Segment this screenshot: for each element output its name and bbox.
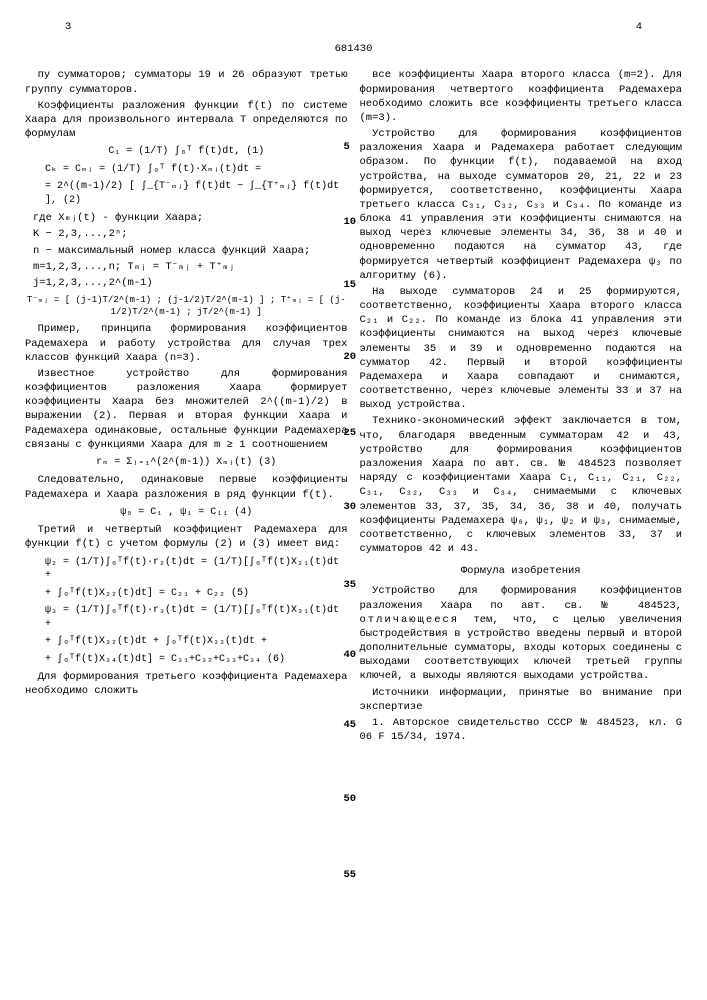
- paragraph: пу сумматоров; сумматоры 19 и 26 образую…: [25, 68, 348, 96]
- page-num-left: 3: [65, 20, 71, 34]
- formula-6c: + ∫₀ᵀf(t)X₃₄(t)dt] = C₃₁+C₃₂+C₃₃+C₃₄ (6): [25, 653, 348, 667]
- line-number: 55: [344, 868, 357, 882]
- where-clause: j=1,2,3,...,2^(m-1): [25, 276, 348, 290]
- line-number: 15: [344, 278, 357, 292]
- emphasized-text: отличающееся: [360, 614, 460, 626]
- formula-6b: + ∫₀ᵀf(t)X₃₂(t)dt + ∫₀ᵀf(t)X₃₃(t)dt +: [25, 635, 348, 649]
- claim-paragraph: Устройство для формирования коэффициенто…: [360, 584, 683, 683]
- paragraph: Известное устройство для формирования ко…: [25, 367, 348, 452]
- line-number: 20: [344, 350, 357, 364]
- paragraph: все коэффициенты Хаара второго класса (m…: [360, 68, 683, 125]
- where-clause: где Xₘⱼ(t) - функции Хаара;: [25, 211, 348, 225]
- claim-title: Формула изобретения: [360, 564, 683, 578]
- paragraph: На выходе сумматоров 24 и 25 формируются…: [360, 285, 683, 413]
- formula-2b: = 2^((m-1)/2) [ ∫_{T⁻ₘⱼ} f(t)dt − ∫_{T⁺ₘ…: [25, 180, 348, 207]
- formula-5a: ψ₂ = (1/T)∫₀ᵀf(t)·r₂(t)dt = (1/T)[∫₀ᵀf(t…: [25, 556, 348, 583]
- line-number: 50: [344, 792, 357, 806]
- paragraph: Коэффициенты разложения функции f(t) по …: [25, 99, 348, 142]
- formula-5b: + ∫₀ᵀf(t)X₂₂(t)dt] = C₂₁ + C₂₂ (5): [25, 587, 348, 601]
- paragraph: Следовательно, одинаковые первые коэффиц…: [25, 473, 348, 501]
- line-number: 35: [344, 578, 357, 592]
- line-number: 25: [344, 426, 357, 440]
- line-number: 5: [344, 140, 350, 154]
- paragraph: Пример, принципа формирования коэффициен…: [25, 322, 348, 365]
- right-column: все коэффициенты Хаара второго класса (m…: [360, 68, 683, 746]
- formula-3: rₘ = Σⱼ₌₁^(2^(m-1)) Xₘⱼ(t) (3): [25, 456, 348, 470]
- formula-6a: ψ₃ = (1/T)∫₀ᵀf(t)·r₃(t)dt = (1/T)[∫₀ᵀf(t…: [25, 604, 348, 631]
- paragraph: Третий и четвертый коэффициент Радемахер…: [25, 523, 348, 551]
- line-number: 30: [344, 500, 357, 514]
- paragraph: Устройство для формирования коэффициенто…: [360, 127, 683, 283]
- paragraph: Технико-экономический эффект заключается…: [360, 414, 683, 556]
- left-column: 5 10 15 20 25 30 35 40 45 50 55 пу сумма…: [25, 68, 348, 746]
- line-number: 40: [344, 648, 357, 662]
- sources-title: Источники информации, принятые во вниман…: [360, 686, 683, 714]
- formula-1: C₁ = (1/T) ∫₀ᵀ f(t)dt, (1): [25, 145, 348, 159]
- document-number: 681430: [25, 42, 682, 56]
- formula-intervals: T⁻ₘⱼ = [ (j-1)T/2^(m-1) ; (j-1/2)T/2^(m-…: [25, 294, 348, 318]
- where-clause: K − 2,3,...,2ⁿ;: [25, 227, 348, 241]
- formula-4: ψ₀ = C₁ , ψ₁ = C₁₁ (4): [25, 506, 348, 520]
- paragraph: Для формирования третьего коэффициента Р…: [25, 670, 348, 698]
- line-number: 10: [344, 215, 357, 229]
- where-clause: m=1,2,3,...,n; Tₘⱼ = T⁻ₘⱼ + T⁺ₘⱼ: [25, 260, 348, 274]
- page-num-right: 4: [636, 20, 642, 34]
- formula-2a: Cₖ = Cₘⱼ = (1/T) ∫₀ᵀ f(t)·Xₘⱼ(t)dt =: [25, 163, 348, 177]
- line-number: 45: [344, 718, 357, 732]
- where-clause: n − максимальный номер класса функций Ха…: [25, 244, 348, 258]
- source-item: 1. Авторское свидетельство СССР № 484523…: [360, 716, 683, 744]
